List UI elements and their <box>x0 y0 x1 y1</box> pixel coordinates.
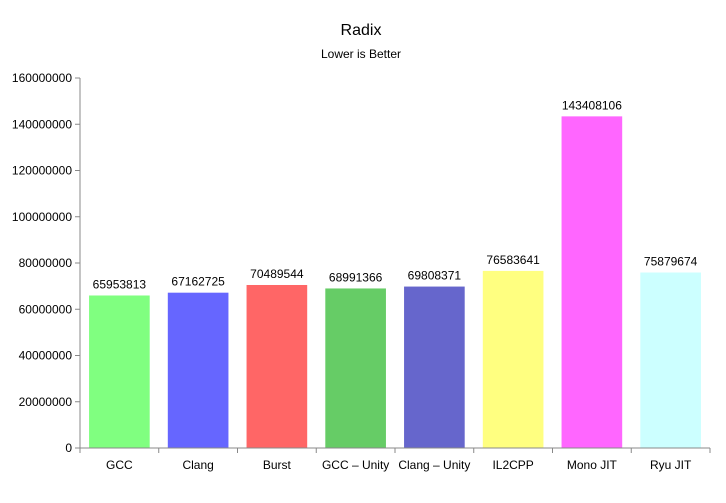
x-tick-label: GCC – Unity <box>322 458 389 472</box>
bar <box>167 292 229 448</box>
x-tick-label: Clang <box>182 458 213 472</box>
bar <box>89 295 150 448</box>
bar-data-label: 70489544 <box>250 267 304 281</box>
bar <box>404 286 465 448</box>
y-tick-label: 100000000 <box>12 210 72 224</box>
x-tick-label: Ryu JIT <box>650 458 692 472</box>
bar <box>246 284 308 448</box>
bar-data-label: 69808371 <box>408 269 462 283</box>
x-tick-label: GCC <box>106 458 133 472</box>
x-axis: GCC Clang Burst GCC – Unity Clang – Unity IL2… <box>79 447 711 472</box>
y-tick-label: 20000000 <box>19 395 73 409</box>
bar-data-label: 76583641 <box>486 253 540 267</box>
bar-data-label: 68991366 <box>329 270 383 284</box>
y-tick-label: 120000000 <box>12 164 72 178</box>
y-tick-label: 80000000 <box>19 256 73 270</box>
bars: 65953813 67162725 70489544 68991366 69808371… <box>89 98 701 449</box>
chart-subtitle: Lower is Better <box>321 47 401 61</box>
bar <box>325 288 386 448</box>
y-tick-label: 0 <box>65 441 72 455</box>
y-tick-label: 140000000 <box>12 117 72 131</box>
bar <box>561 116 623 449</box>
y-tick-label: 60000000 <box>19 302 73 316</box>
bar <box>482 270 544 448</box>
bar-data-label: 67162725 <box>171 275 225 289</box>
y-axis: 0 20000000 40000000 60000000 80000000 1000000… <box>12 71 81 455</box>
x-tick-label: Clang – Unity <box>398 458 470 472</box>
bar-data-label: 143408106 <box>562 98 622 112</box>
y-tick-label: 160000000 <box>12 71 72 85</box>
bar-data-label: 65953813 <box>93 277 147 291</box>
chart-title: Radix <box>341 22 382 39</box>
x-tick-label: IL2CPP <box>492 458 533 472</box>
x-tick-label: Burst <box>263 458 292 472</box>
y-tick-label: 40000000 <box>19 349 73 363</box>
bar <box>640 272 701 448</box>
bar-data-label: 75879674 <box>644 255 698 269</box>
x-tick-label: Mono JIT <box>567 458 618 472</box>
